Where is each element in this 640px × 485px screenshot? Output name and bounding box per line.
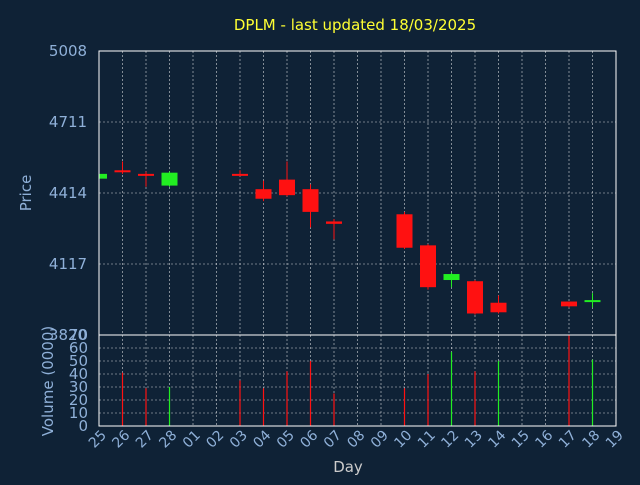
day-tick-label: 02 [203,428,227,452]
candle-body [326,221,342,224]
candle-body [279,179,295,196]
volume-panel-frame [98,334,617,427]
candle-body [255,189,272,199]
volume-tick-label: 30 [69,378,88,396]
price-panel: 3820 4117 4414 4711 5008 Price [17,42,617,344]
candle-body [467,281,483,314]
day-tick-label: 18 [579,428,603,452]
day-tick-label: 05 [274,428,298,452]
candle-body [138,173,154,176]
price-tick-label: 5008 [49,42,87,60]
candle-10 [396,211,413,249]
volume-tick-label: 10 [69,404,88,422]
candle-03 [232,170,248,177]
candle-body [302,189,319,212]
volume-grid [99,335,616,426]
candle-18 [584,293,601,308]
candle-27 [138,171,154,187]
day-tick-label: 09 [368,428,392,452]
price-axis-ticks: 3820 4117 4414 4711 5008 [49,42,87,344]
day-tick-label: 14 [485,427,509,451]
volume-tick-label: 50 [69,352,88,370]
day-tick-label: 26 [109,427,133,451]
candle-body [584,300,601,303]
candle-04 [255,180,272,202]
price-grid [99,51,616,335]
candle-26 [114,161,131,174]
volume-tick-label: 40 [69,365,88,383]
volume-bars [121,335,594,426]
day-tick-label: 27 [133,428,157,452]
price-tick-label: 4711 [49,113,87,131]
day-tick-label: 03 [227,428,251,452]
candle-07 [326,219,342,240]
day-axis-label: Day [333,458,363,476]
day-tick-label: 19 [603,428,627,452]
candle-body [114,170,131,173]
candle-body [161,172,178,186]
day-tick-label: 01 [180,428,204,452]
day-tick-label: 07 [321,428,345,452]
candle-body [232,173,248,176]
candle-body [443,274,460,281]
day-tick-label: 28 [156,428,180,452]
candle-body [99,173,107,179]
candlesticks [98,161,601,315]
candle-body [396,214,413,248]
candle-05 [279,161,295,197]
day-tick-label: 13 [462,428,486,452]
price-tick-label: 4414 [49,184,87,202]
day-tick-label: 11 [415,428,439,452]
day-tick-label: 12 [438,428,462,452]
price-tick-label: 4117 [49,255,87,273]
day-tick-label: 16 [532,427,556,451]
candle-25 [98,173,107,179]
day-tick-label: 10 [391,428,415,452]
volume-tick-label: 0 [78,417,88,435]
price-axis-label: Price [17,175,35,212]
candle-body [420,245,436,288]
volume-axis-label: Volume (0000) [39,326,57,436]
candle-28 [161,171,178,187]
volume-tick-label: 60 [69,339,88,357]
candle-12 [443,272,460,288]
candle-body [561,301,577,307]
day-tick-label: 08 [344,428,368,452]
candle-14 [490,295,507,314]
candle-06 [302,184,319,228]
day-tick-label: 04 [250,427,274,451]
day-tick-label: 06 [297,427,321,451]
volume-tick-label: 70 [69,326,88,344]
candle-11 [420,244,436,290]
day-tick-label: 15 [509,428,533,452]
day-axis-ticks: 25 26 27 28 01 02 03 04 05 06 07 08 09 10 11 12 13 14 15 16… [86,427,627,451]
volume-tick-label: 20 [69,391,88,409]
candle-body [490,302,507,313]
day-tick-label: 17 [556,428,580,452]
candle-17 [561,301,577,308]
day-tick-label: 25 [86,428,110,452]
chart-title: DPLM - last updated 18/03/2025 [234,16,476,34]
candle-13 [467,280,483,315]
price-tick-label: 3820 [49,326,87,344]
